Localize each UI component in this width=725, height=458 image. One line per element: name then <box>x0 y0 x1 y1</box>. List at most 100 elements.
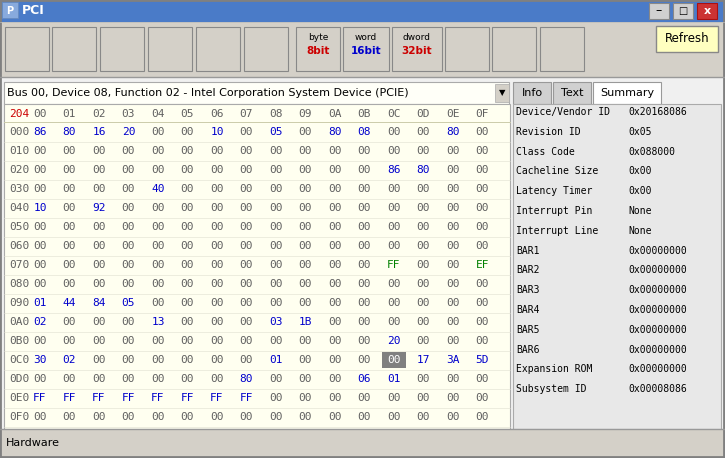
Text: 07: 07 <box>240 109 253 119</box>
Text: 00: 00 <box>417 260 430 270</box>
Text: 00: 00 <box>417 184 430 194</box>
Text: 00: 00 <box>357 184 371 194</box>
Text: 00: 00 <box>240 203 253 213</box>
Text: 00: 00 <box>299 184 312 194</box>
Text: □: □ <box>679 6 687 16</box>
Text: Summary: Summary <box>600 88 654 98</box>
Text: 00: 00 <box>299 165 312 175</box>
Text: 80: 80 <box>447 127 460 137</box>
Text: Bus 00, Device 08, Function 02 - Intel Corporation System Device (PCIE): Bus 00, Device 08, Function 02 - Intel C… <box>7 88 409 98</box>
Bar <box>5 27 49 71</box>
Text: Device/Vendor ID: Device/Vendor ID <box>516 107 610 117</box>
Text: 00: 00 <box>181 222 194 232</box>
Text: 00: 00 <box>357 241 371 251</box>
Text: 0B: 0B <box>357 109 371 119</box>
Text: 0C0: 0C0 <box>9 355 29 365</box>
Text: 00: 00 <box>152 203 165 213</box>
Text: 00: 00 <box>240 336 253 346</box>
Text: 00: 00 <box>152 279 165 289</box>
Text: 00: 00 <box>269 146 283 156</box>
Text: 06: 06 <box>357 374 371 384</box>
Text: 00: 00 <box>357 393 371 403</box>
Text: 00: 00 <box>92 355 106 365</box>
Text: 86: 86 <box>33 127 46 137</box>
Text: 00: 00 <box>269 393 283 403</box>
Text: 00: 00 <box>299 146 312 156</box>
Text: 00: 00 <box>328 279 341 289</box>
Text: 0x00000000: 0x00000000 <box>628 265 687 275</box>
Text: 04: 04 <box>152 109 165 119</box>
Text: 00: 00 <box>152 260 165 270</box>
Text: FF: FF <box>122 393 136 403</box>
Text: 00: 00 <box>181 279 194 289</box>
Text: 08: 08 <box>357 127 371 137</box>
Text: 00: 00 <box>447 184 460 194</box>
Text: Expansion ROM: Expansion ROM <box>516 365 592 374</box>
Text: 00: 00 <box>33 146 46 156</box>
Text: 00: 00 <box>328 203 341 213</box>
Text: 00: 00 <box>122 222 136 232</box>
Bar <box>100 27 144 71</box>
Text: 00: 00 <box>269 260 283 270</box>
Text: 00: 00 <box>63 412 76 422</box>
Bar <box>0 0 725 22</box>
Text: 00: 00 <box>152 374 165 384</box>
Text: 00: 00 <box>210 260 224 270</box>
Text: 00: 00 <box>181 241 194 251</box>
Text: 00: 00 <box>447 336 460 346</box>
Text: 00: 00 <box>476 279 489 289</box>
Text: BAR6: BAR6 <box>516 344 539 354</box>
Text: 00: 00 <box>210 298 224 308</box>
Text: 00: 00 <box>181 165 194 175</box>
Text: 00: 00 <box>122 260 136 270</box>
Bar <box>296 27 340 71</box>
Text: BAR2: BAR2 <box>516 265 539 275</box>
Text: Class Code: Class Code <box>516 147 575 157</box>
Text: 00: 00 <box>181 146 194 156</box>
Text: 86: 86 <box>387 165 401 175</box>
Text: 0A0: 0A0 <box>9 317 29 327</box>
Text: P: P <box>7 6 14 16</box>
Text: 80: 80 <box>328 127 341 137</box>
Text: 00: 00 <box>33 412 46 422</box>
Text: 00: 00 <box>92 374 106 384</box>
Text: 00: 00 <box>210 146 224 156</box>
Text: FF: FF <box>210 393 224 403</box>
Bar <box>0 22 725 78</box>
Bar <box>513 82 551 104</box>
Text: 0E: 0E <box>447 109 460 119</box>
Text: 00: 00 <box>210 241 224 251</box>
Text: 00: 00 <box>122 412 136 422</box>
Text: 00: 00 <box>240 298 253 308</box>
Bar <box>513 104 721 429</box>
Text: 00: 00 <box>33 260 46 270</box>
Text: 00: 00 <box>33 279 46 289</box>
Text: 00: 00 <box>240 184 253 194</box>
Text: 00: 00 <box>328 222 341 232</box>
Text: 00: 00 <box>447 279 460 289</box>
Text: 00: 00 <box>417 393 430 403</box>
Text: 00: 00 <box>476 298 489 308</box>
Text: 00: 00 <box>328 260 341 270</box>
Bar <box>649 3 669 19</box>
Text: 0x00000000: 0x00000000 <box>628 285 687 295</box>
Text: 00: 00 <box>357 317 371 327</box>
Text: 00: 00 <box>240 222 253 232</box>
Bar <box>382 352 406 368</box>
Text: 20: 20 <box>122 127 136 137</box>
Text: 00: 00 <box>447 393 460 403</box>
Text: Cacheline Size: Cacheline Size <box>516 166 598 176</box>
Text: 00: 00 <box>299 203 312 213</box>
Text: 16: 16 <box>92 127 106 137</box>
Bar <box>445 27 489 71</box>
Text: 00: 00 <box>387 184 401 194</box>
Text: 8bit: 8bit <box>306 46 330 56</box>
Text: 00: 00 <box>152 412 165 422</box>
Text: 00: 00 <box>269 165 283 175</box>
Text: 00: 00 <box>447 412 460 422</box>
Text: 00: 00 <box>122 279 136 289</box>
Text: 00: 00 <box>122 241 136 251</box>
Text: 01: 01 <box>33 298 46 308</box>
Text: 00: 00 <box>417 317 430 327</box>
Text: 00: 00 <box>447 146 460 156</box>
